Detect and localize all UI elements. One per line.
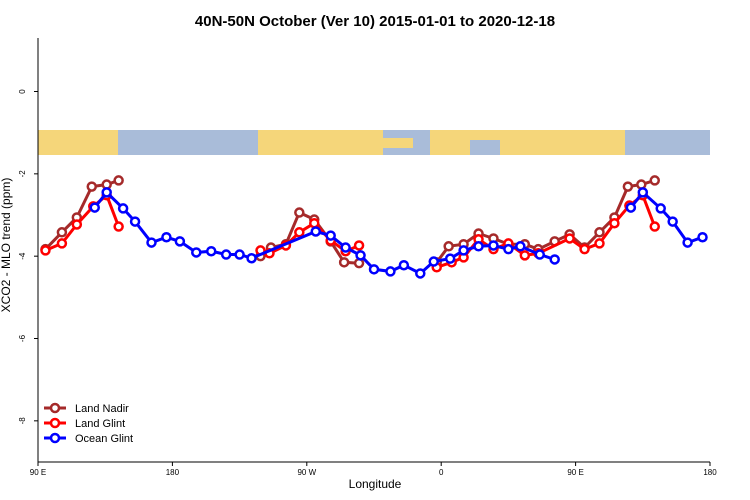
- data-point: [534, 249, 546, 260]
- data-point: [246, 252, 257, 264]
- data-point: [458, 245, 469, 256]
- x-tick-label: 90 W: [297, 468, 316, 477]
- data-point: [117, 203, 129, 214]
- legend-label: Land Glint: [75, 418, 125, 430]
- x-tick-label: 180: [166, 468, 180, 477]
- data-point: [234, 249, 245, 260]
- data-point: [503, 243, 514, 255]
- y-tick-label: -6: [18, 334, 27, 342]
- data-point: [146, 237, 157, 248]
- data-point: [101, 187, 112, 198]
- data-point: [325, 230, 336, 241]
- data-point: [294, 227, 305, 238]
- data-point: [415, 268, 426, 279]
- data-point: [398, 259, 410, 271]
- data-point: [682, 237, 693, 248]
- legend-marker: [49, 402, 61, 414]
- data-point: [294, 207, 305, 218]
- data-point: [564, 233, 575, 244]
- series-line: [44, 192, 657, 269]
- data-point: [697, 231, 708, 243]
- data-point: [444, 253, 456, 264]
- chart-title: 40N-50N October (Ver 10) 2015-01-01 to 2…: [195, 13, 555, 30]
- data-point: [174, 236, 186, 247]
- data-point: [649, 221, 660, 232]
- data-point: [594, 238, 605, 249]
- legend-marker: [49, 432, 61, 444]
- data-point: [338, 257, 350, 268]
- y-tick-label: 0: [18, 89, 27, 94]
- data-point: [655, 203, 666, 214]
- x-tick-label: 0: [439, 468, 444, 477]
- y-axis-label: XCO2 - MLO trend (ppm): [0, 178, 13, 313]
- legend-marker: [49, 417, 61, 429]
- data-point: [205, 245, 217, 257]
- series-line: [93, 190, 704, 276]
- y-tick-label: -4: [18, 252, 27, 260]
- x-tick-label: 90 E: [567, 468, 583, 477]
- data-point: [385, 266, 396, 277]
- data-point: [220, 249, 232, 260]
- data-point: [637, 187, 649, 198]
- data-point: [625, 202, 637, 213]
- x-axis-label: Longitude: [349, 477, 402, 491]
- data-point: [161, 231, 172, 243]
- map-band: [38, 130, 710, 155]
- data-point: [86, 181, 98, 192]
- data-point: [71, 219, 83, 230]
- data-point: [355, 250, 366, 261]
- data-point: [310, 226, 322, 237]
- data-point: [56, 238, 68, 249]
- data-point: [594, 227, 605, 238]
- data-point: [191, 247, 202, 258]
- data-point: [113, 221, 124, 232]
- data-point: [609, 217, 620, 229]
- data-point: [579, 243, 590, 255]
- data-point: [89, 202, 100, 213]
- data-point: [443, 241, 454, 252]
- data-point: [622, 181, 634, 192]
- data-point: [40, 245, 51, 256]
- legend-label: Ocean Glint: [75, 433, 133, 445]
- data-point: [353, 240, 365, 251]
- data-point: [473, 241, 484, 252]
- data-point: [488, 240, 499, 251]
- data-point: [113, 175, 124, 186]
- data-point: [340, 242, 351, 253]
- data-point: [667, 216, 678, 227]
- data-point: [519, 250, 531, 261]
- legend-label: Land Nadir: [75, 403, 129, 415]
- y-tick-label: -2: [18, 170, 27, 178]
- data-point: [428, 256, 439, 267]
- data-point: [309, 217, 320, 229]
- data-point: [515, 241, 526, 252]
- x-tick-label: 180: [703, 468, 717, 477]
- data-point: [549, 254, 560, 265]
- data-point: [56, 227, 68, 238]
- x-tick-label: 90 E: [30, 468, 46, 477]
- data-point: [129, 216, 141, 227]
- data-point: [368, 264, 380, 275]
- data-point: [649, 175, 660, 186]
- y-tick-label: -8: [18, 417, 27, 425]
